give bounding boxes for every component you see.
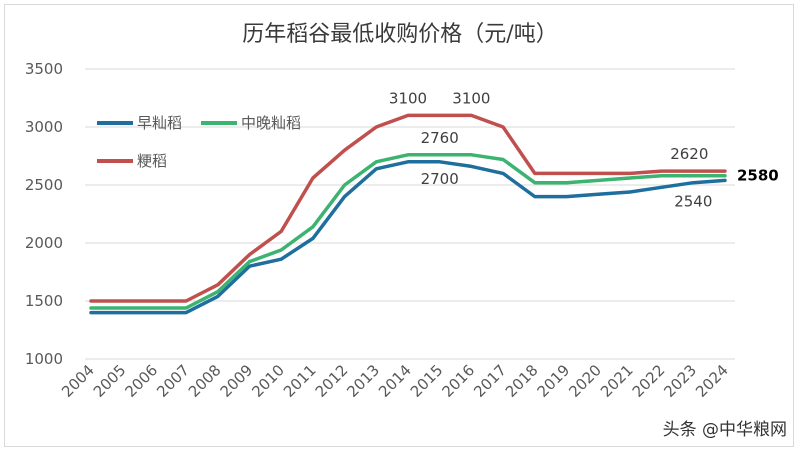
- y-tick-label: 1000: [25, 350, 63, 368]
- legend-label: 中晚籼稻: [241, 114, 301, 132]
- series-line-粳稻: [89, 113, 727, 303]
- chart-frame: 历年稻谷最低收购价格（元/吨） 1000 1500 2000 2500 3000 3500…: [4, 4, 794, 447]
- data-label: 3100: [452, 89, 490, 107]
- x-tick-label: 2022: [629, 361, 669, 401]
- watermark: 头条 @中华粮网: [663, 420, 787, 440]
- series-line-早籼稻: [89, 160, 727, 315]
- x-tick-label: 2019: [534, 361, 574, 401]
- chart-title: 历年稻谷最低收购价格（元/吨）: [242, 22, 557, 47]
- series-line-中晚籼稻: [89, 153, 727, 310]
- data-label: 2700: [421, 170, 459, 188]
- y-tick-label: 3000: [25, 118, 63, 136]
- x-tick-label: 2012: [312, 361, 352, 401]
- x-tick-label: 2009: [217, 361, 257, 401]
- y-tick-label: 3500: [25, 60, 63, 78]
- data-label: 2760: [421, 129, 459, 147]
- x-tick-label: 2007: [153, 361, 193, 401]
- x-tick-label: 2014: [375, 361, 415, 401]
- legend-label: 早籼稻: [137, 114, 182, 132]
- data-label: 2580: [737, 167, 779, 185]
- x-tick-label: 2008: [185, 361, 225, 401]
- legend-label: 粳稻: [137, 152, 167, 170]
- x-tick-label: 2024: [692, 361, 732, 401]
- data-label: 3100: [389, 89, 427, 107]
- x-tick-label: 2020: [565, 361, 605, 401]
- x-tick-label: 2004: [58, 361, 98, 401]
- x-tick-label: 2010: [248, 361, 288, 401]
- x-tick-label: 2015: [407, 361, 447, 401]
- data-label: 2620: [670, 145, 708, 163]
- x-tick-label: 2023: [660, 361, 700, 401]
- line-chart: 历年稻谷最低收购价格（元/吨） 1000 1500 2000 2500 3000 3500…: [25, 22, 787, 440]
- x-tick-label: 2018: [502, 361, 542, 401]
- y-tick-label: 2000: [25, 234, 63, 252]
- x-tick-label: 2016: [438, 361, 478, 401]
- data-label: 2540: [674, 192, 712, 210]
- x-tick-label: 2006: [121, 361, 161, 401]
- y-tick-label: 2500: [25, 176, 63, 194]
- x-tick-label: 2017: [470, 361, 510, 401]
- x-tick-label: 2011: [280, 361, 320, 401]
- y-tick-label: 1500: [25, 292, 63, 310]
- x-tick-label: 2005: [90, 361, 130, 401]
- x-tick-label: 2013: [343, 361, 383, 401]
- x-tick-label: 2021: [597, 361, 637, 401]
